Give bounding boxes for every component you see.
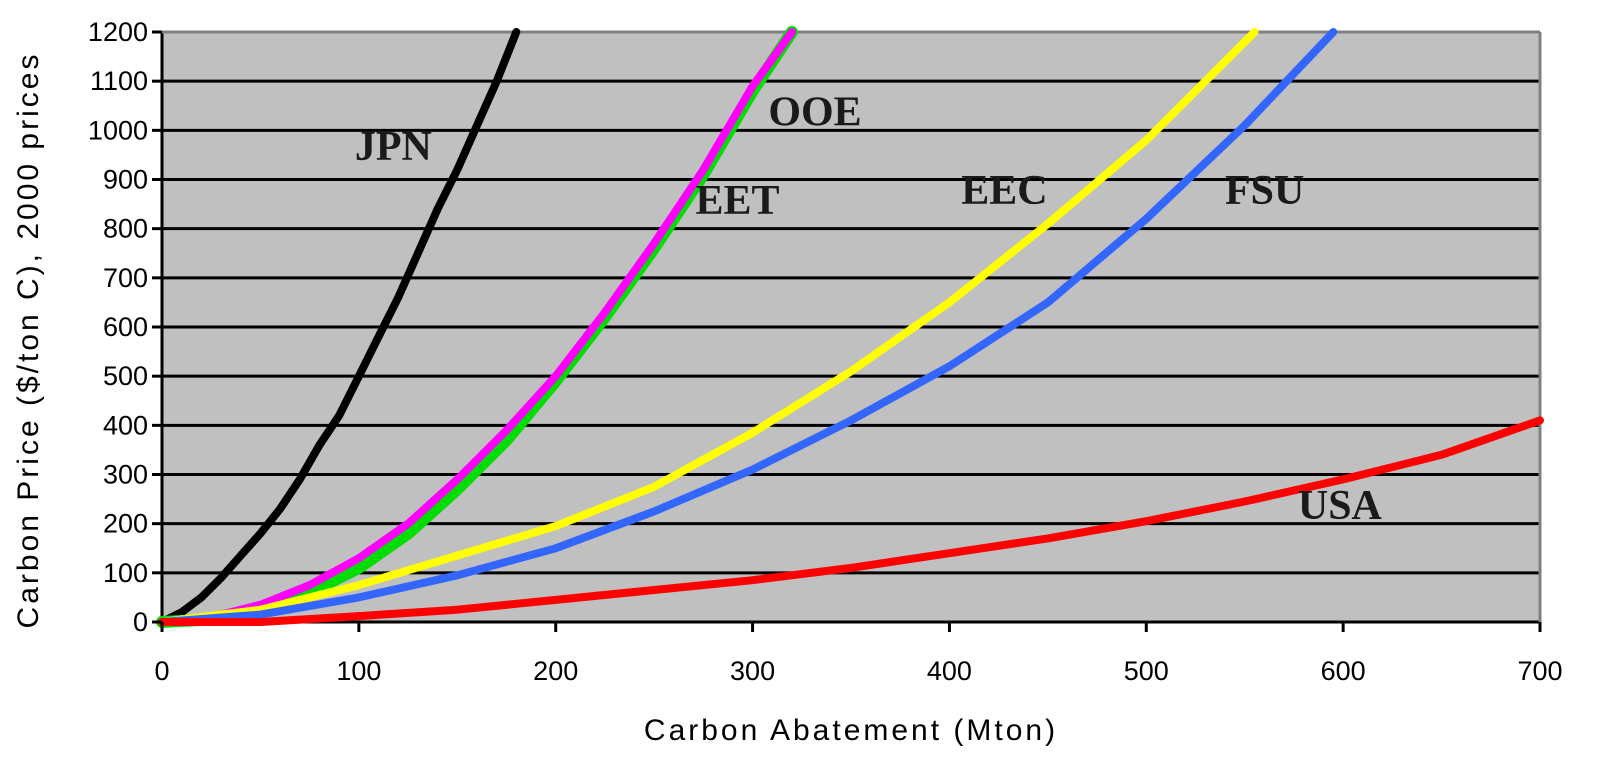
- y-tick-label: 500: [103, 361, 148, 391]
- x-tick-label: 0: [154, 656, 169, 686]
- series-line-usa: [158, 416, 1544, 626]
- gridlines: [162, 30, 1540, 575]
- series-label-ooe: OOE: [768, 89, 861, 135]
- series-line-jpn: [158, 28, 521, 626]
- x-tick-label: 100: [336, 656, 381, 686]
- series-label-eet: EET: [695, 178, 779, 224]
- series-line-eet: [158, 28, 796, 626]
- series-line-eec: [158, 28, 1259, 626]
- y-tick-label: 600: [103, 312, 148, 342]
- y-tick-label: 400: [103, 410, 148, 440]
- x-tick-label: 600: [1321, 656, 1366, 686]
- y-tick-label: 900: [103, 165, 148, 195]
- y-tick-label: 800: [103, 214, 148, 244]
- y-tick-label: 1200: [88, 17, 148, 47]
- y-tick-label: 100: [103, 558, 148, 588]
- series-labels: JPN OOE EET EEC FSU USA: [355, 89, 1383, 528]
- x-axis-title: Carbon Abatement (Mton): [644, 714, 1058, 747]
- series-label-usa: USA: [1298, 483, 1383, 529]
- x-tick-label: 400: [927, 656, 972, 686]
- x-tick-label: 300: [730, 656, 775, 686]
- y-tick-label: 700: [103, 263, 148, 293]
- series-label-fsu: FSU: [1225, 168, 1304, 214]
- x-tick-label: 700: [1517, 656, 1562, 686]
- series-label-jpn: JPN: [355, 124, 432, 170]
- x-tick-label: 500: [1124, 656, 1169, 686]
- y-axis-title: Carbon Price ($/ton C), 2000 prices: [12, 52, 45, 629]
- y-tick-label: 1100: [90, 66, 148, 96]
- x-tick-label: 200: [533, 656, 578, 686]
- y-tick-label: 200: [103, 509, 148, 539]
- series-lines: [156, 26, 1544, 628]
- series-line-fsu: [158, 28, 1338, 626]
- series-label-eec: EEC: [961, 168, 1047, 214]
- x-tick-labels: 0 100 200 300 400 500 600 700: [154, 622, 1563, 686]
- y-tick-label: 300: [103, 460, 148, 490]
- y-tick-label: 1000: [88, 115, 148, 145]
- y-tick-label: 0: [133, 607, 148, 637]
- y-tick-labels: 0 100 200 300 400 500 600 700 800 900 1000 1100 1200: [88, 17, 162, 637]
